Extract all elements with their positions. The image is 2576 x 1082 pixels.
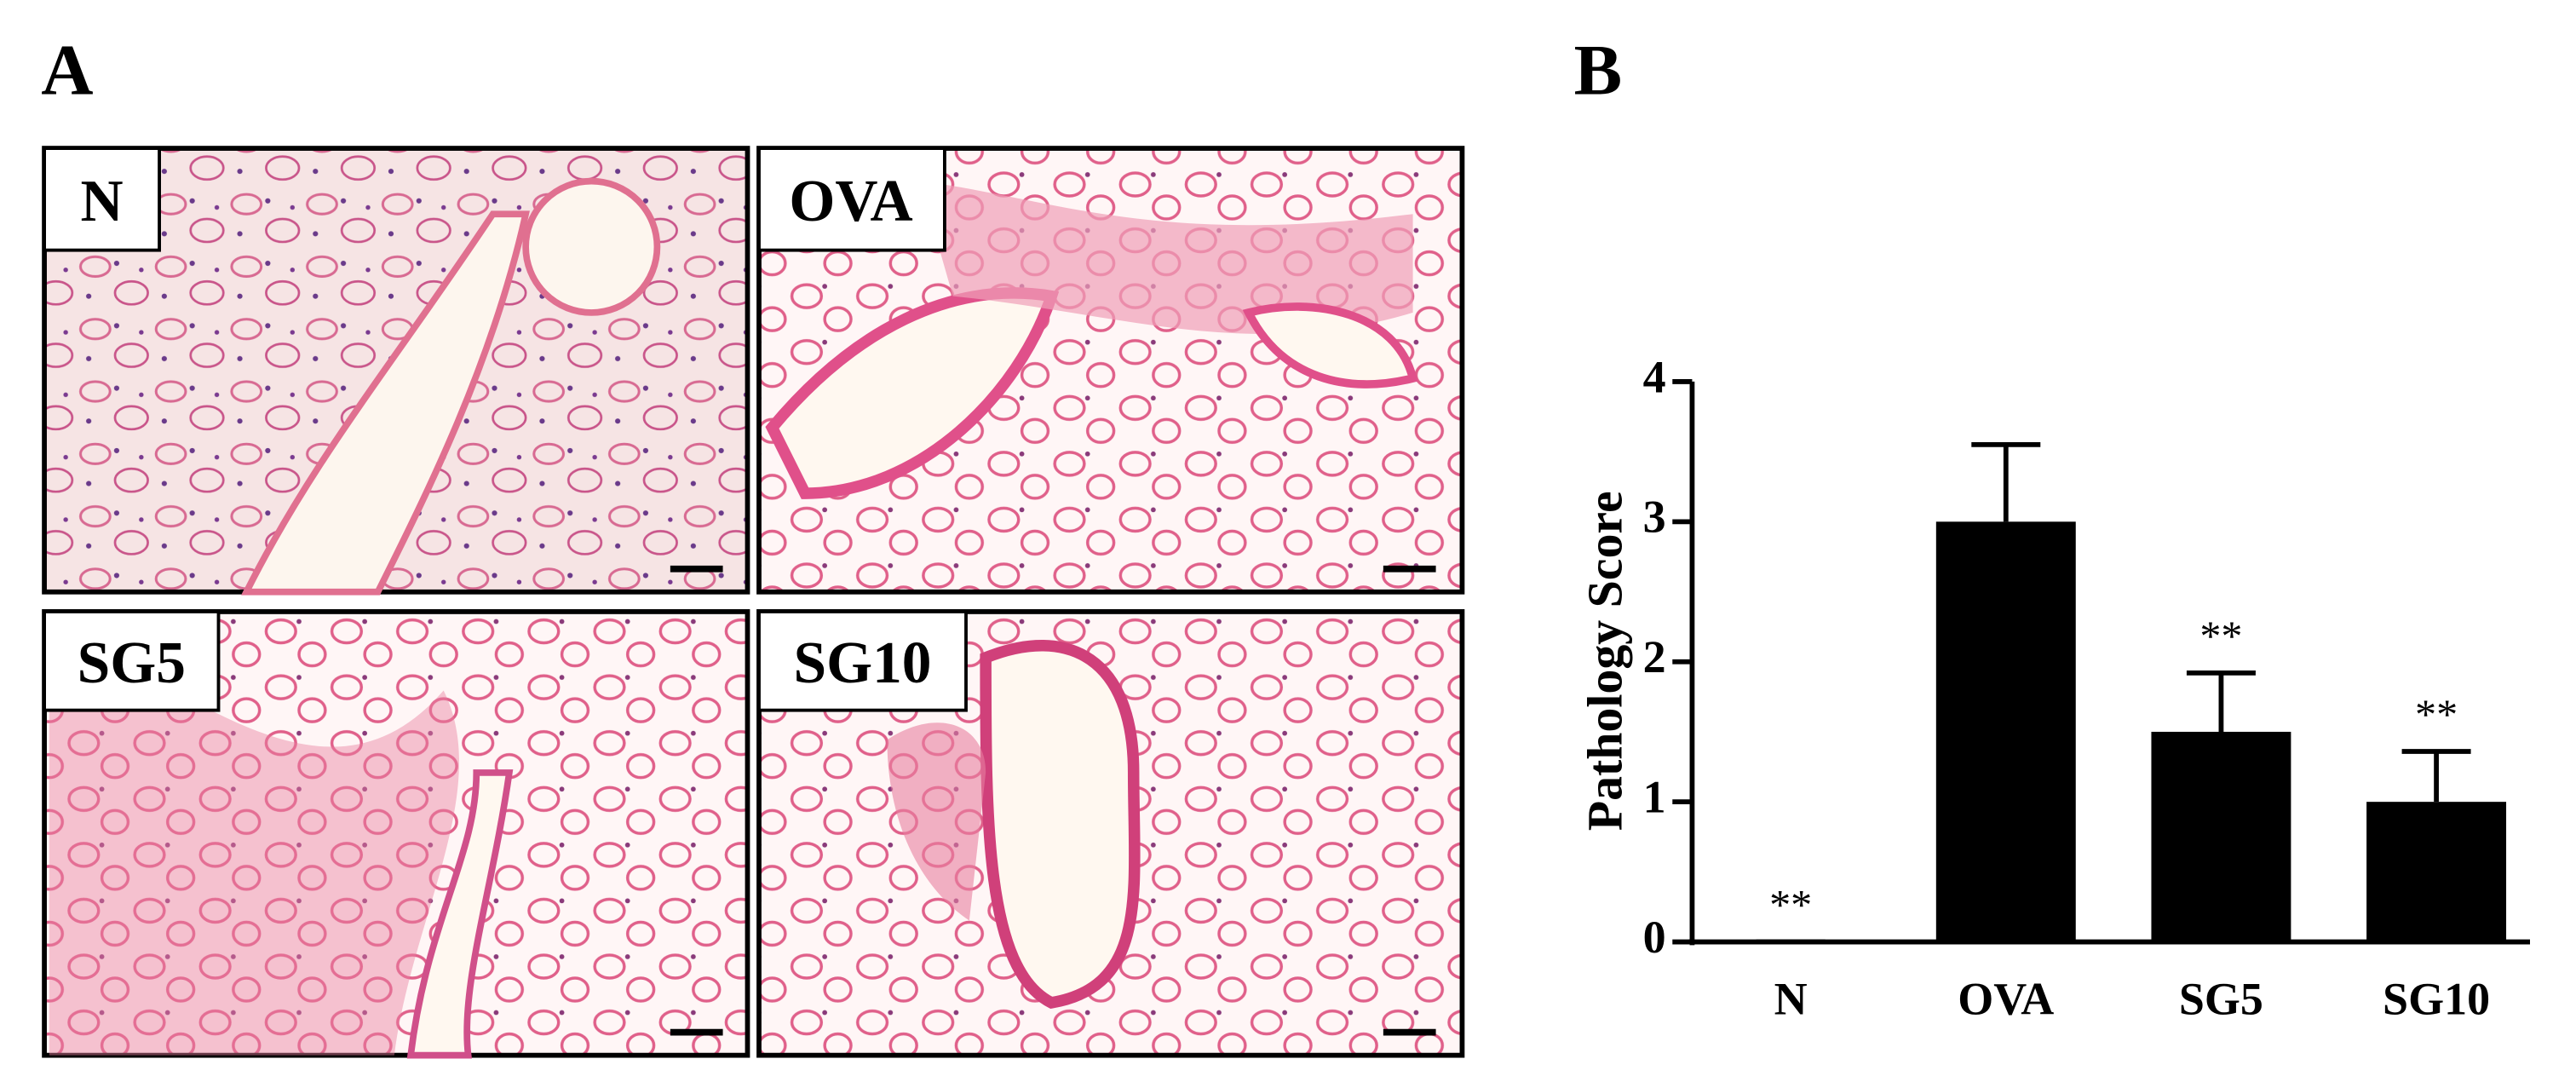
significance-label: ** xyxy=(2415,690,2458,738)
significance-label: ** xyxy=(2199,612,2242,659)
micrograph: OVA xyxy=(756,146,1465,595)
micrograph-label: SG10 xyxy=(794,630,932,696)
y-tick-label: 2 xyxy=(1643,631,1666,682)
micrograph-label: N xyxy=(81,169,124,234)
micrograph: SG5 xyxy=(42,609,750,1059)
significance-label: ** xyxy=(1769,881,1812,929)
x-tick-label: SG10 xyxy=(2383,973,2490,1024)
x-tick-label: OVA xyxy=(1958,973,2054,1024)
y-tick-label: 1 xyxy=(1643,772,1666,823)
bar xyxy=(2366,802,2507,942)
panel-label: A xyxy=(41,30,93,110)
micrograph-label: OVA xyxy=(789,169,912,234)
y-tick-label: 4 xyxy=(1643,351,1666,402)
x-tick-label: SG5 xyxy=(2179,973,2263,1024)
y-tick-label: 3 xyxy=(1643,492,1666,543)
micrograph-label: SG5 xyxy=(78,630,186,696)
x-tick-label: N xyxy=(1774,973,1808,1024)
panel-label: B xyxy=(1574,30,1623,110)
micrograph: N xyxy=(42,146,750,596)
micrograph: SG10 xyxy=(756,609,1465,1058)
bar xyxy=(1935,521,2076,942)
y-tick-label: 0 xyxy=(1643,912,1666,963)
bar xyxy=(2151,731,2291,942)
y-axis-label: Pathology Score xyxy=(1577,491,1632,831)
